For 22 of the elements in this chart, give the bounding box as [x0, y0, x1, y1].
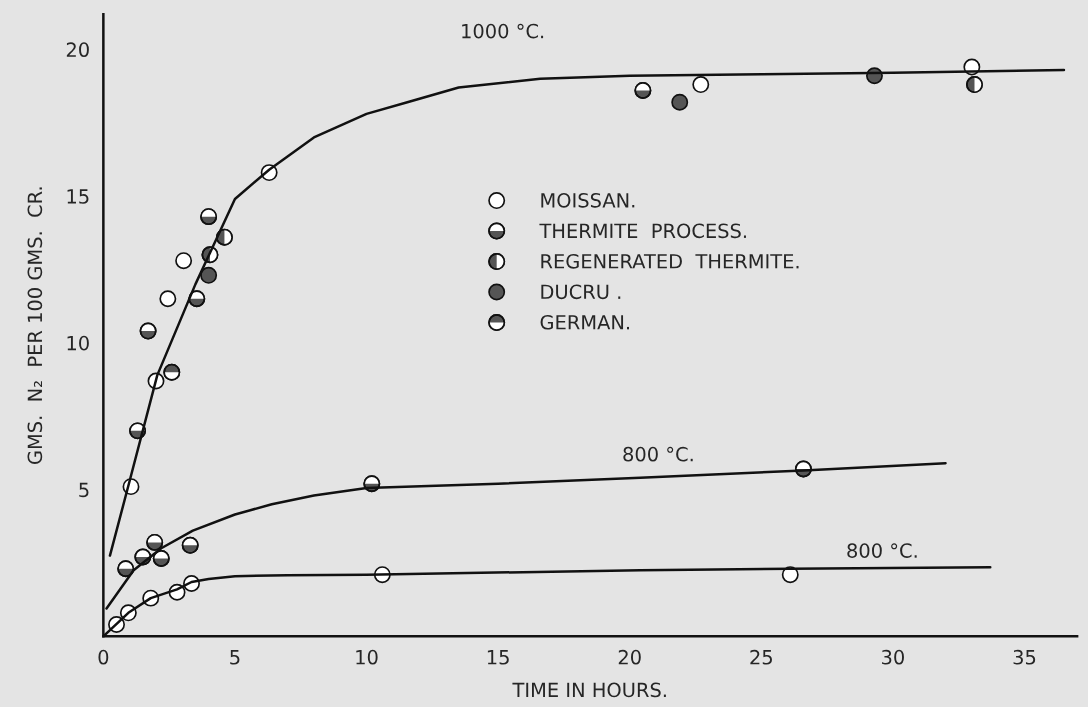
x-tick-label: 10	[356, 649, 378, 665]
x-tick-label: 30	[882, 649, 904, 665]
y-tick-label: 10	[67, 335, 89, 351]
legend-label: REGENERATED THERMITE.	[541, 253, 799, 269]
legend-label: DUCRU .	[541, 284, 621, 300]
x-tick-label: 15	[487, 650, 509, 665]
x-axis-title: TIME IN HOURS.	[512, 682, 666, 698]
annotation: 800 °C.	[847, 543, 917, 558]
x-tick-label: 5	[230, 650, 240, 665]
legend-label: MOISSAN.	[541, 192, 635, 208]
y-tick-label: 5	[79, 482, 89, 498]
annotation: 800 °C.	[623, 446, 693, 462]
y-tick-label: 15	[67, 189, 89, 204]
y-axis-title: GMS. N₂ PER 100 GMS. CR.	[27, 187, 43, 464]
legend-label: THERMITE PROCESS.	[539, 223, 746, 239]
x-tick-label: 35	[1013, 649, 1036, 665]
x-tick-label: 0	[98, 649, 109, 665]
y-tick-label: 20	[66, 42, 89, 58]
x-tick-label: 20	[618, 649, 641, 665]
legend-label: GERMAN.	[540, 314, 630, 330]
annotation: 1000 °C.	[462, 23, 544, 39]
x-tick-label: 25	[750, 649, 772, 665]
